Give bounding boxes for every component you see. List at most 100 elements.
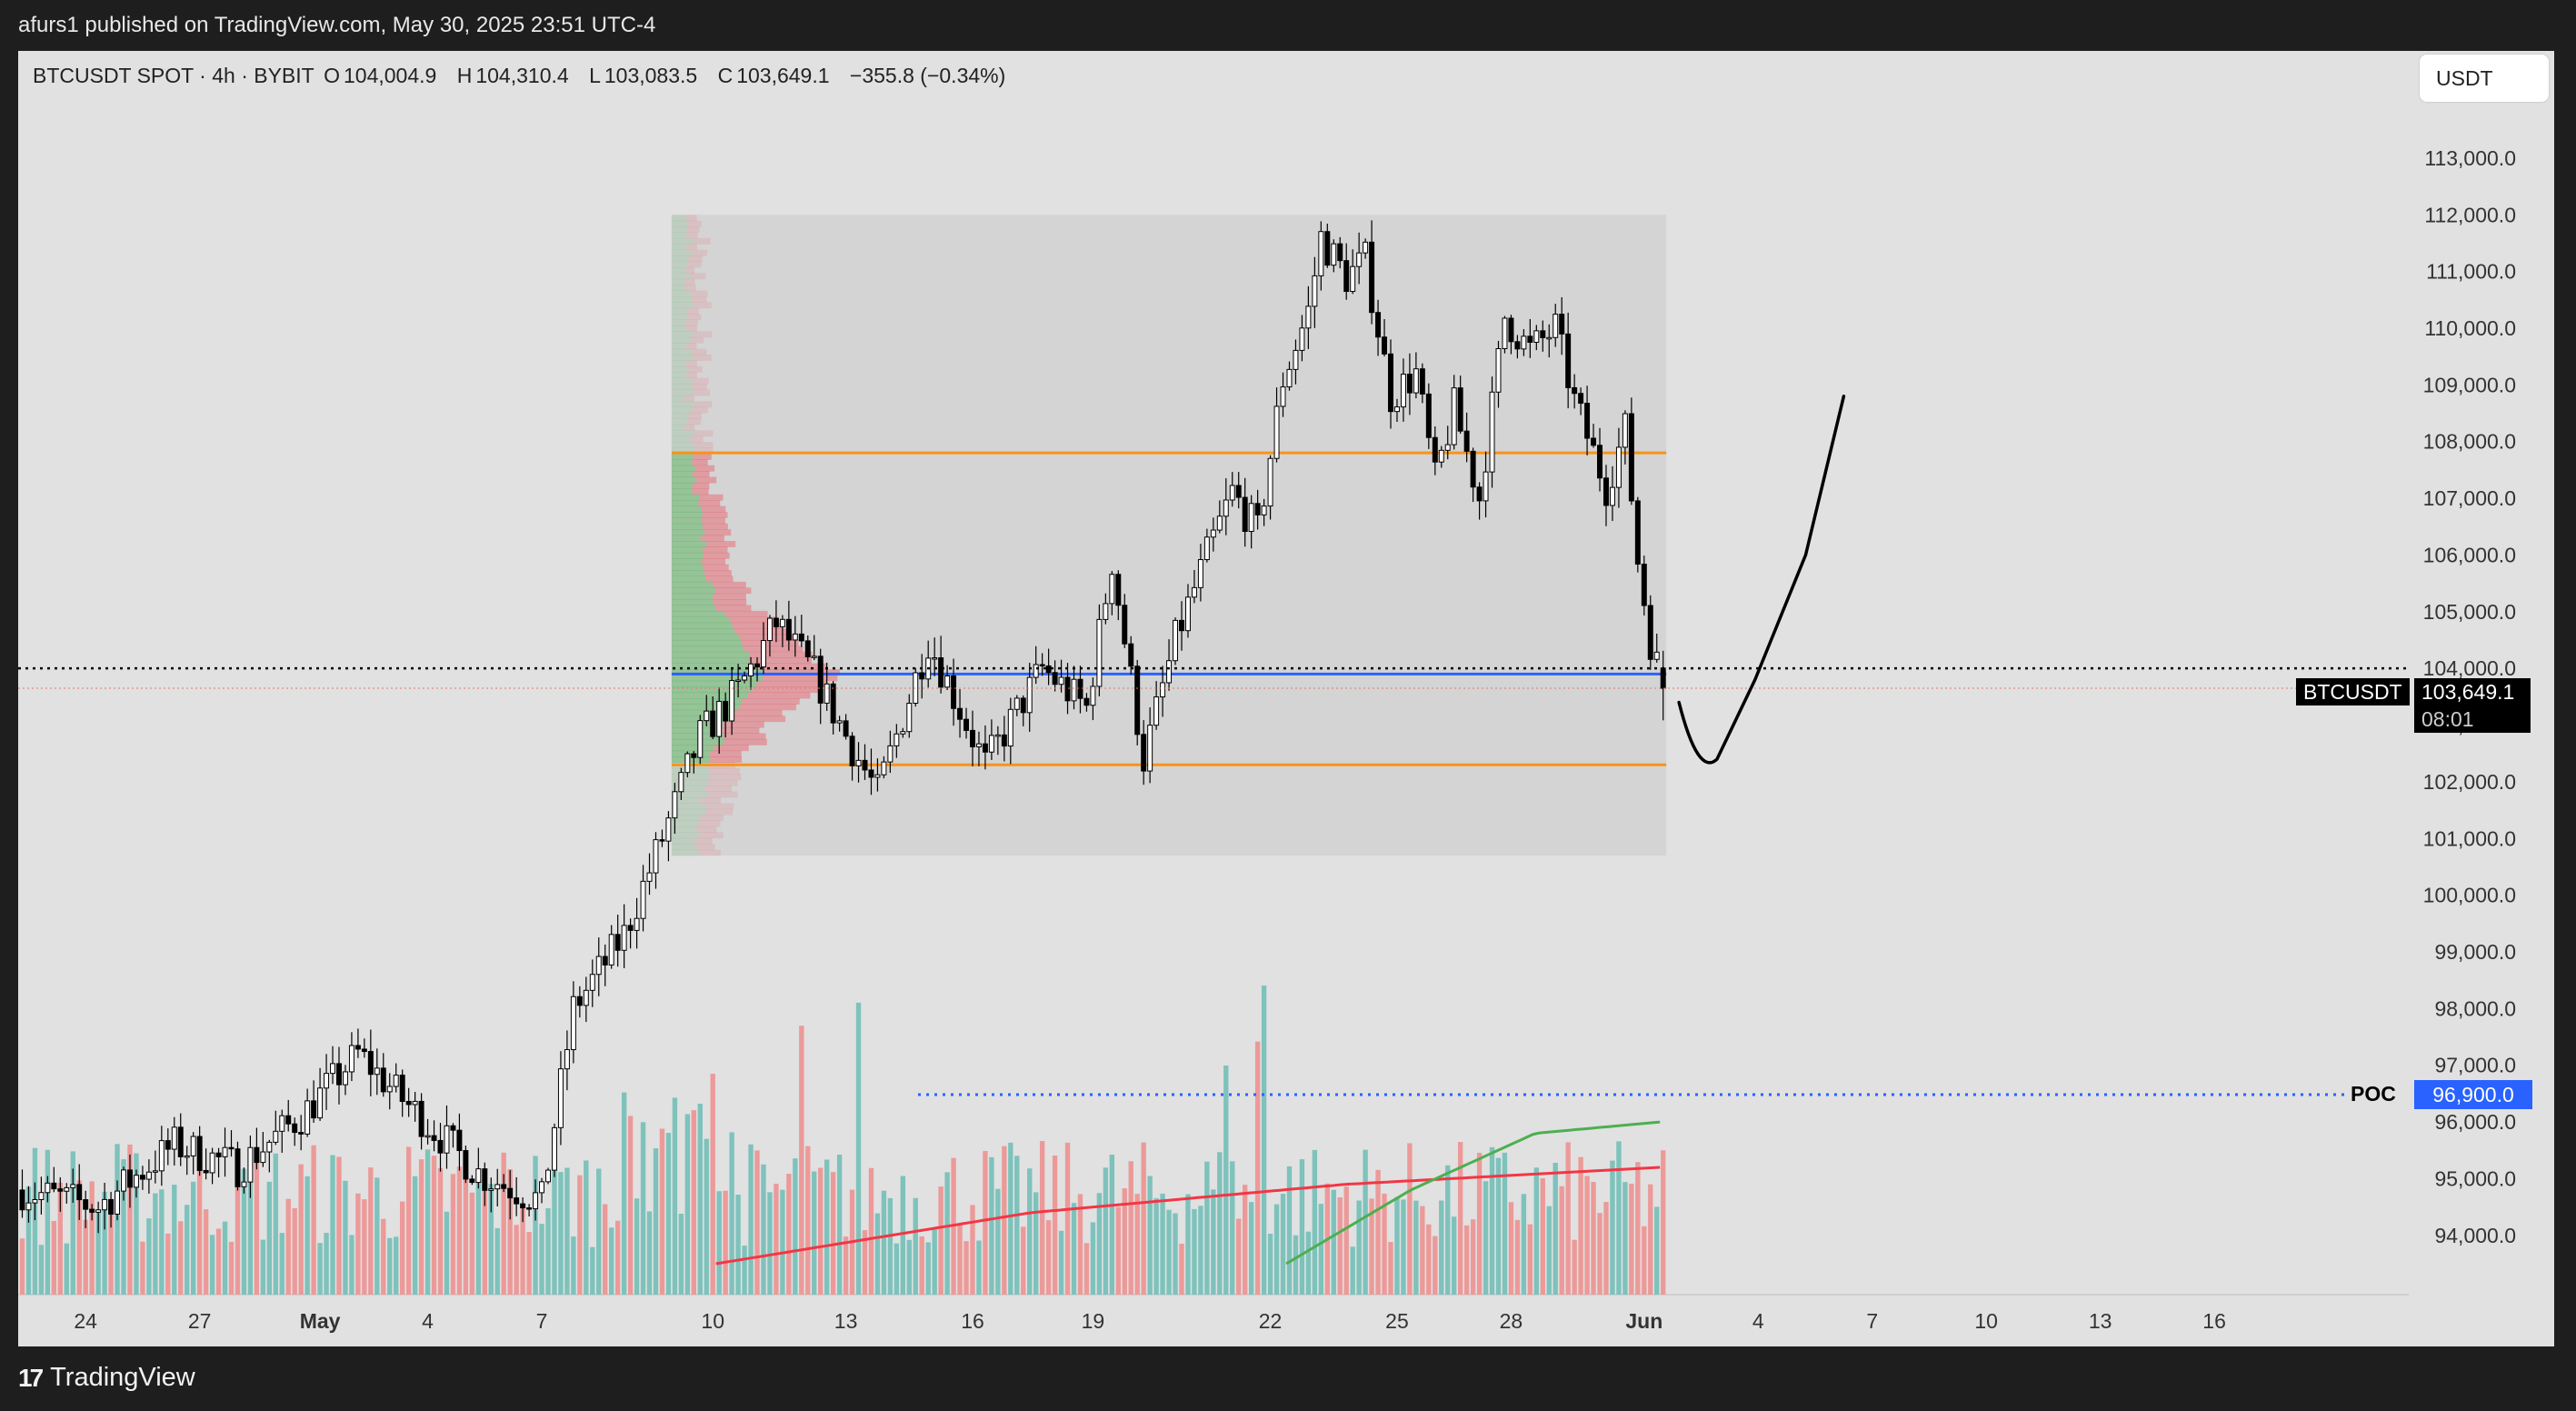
candle-body[interactable] bbox=[292, 1123, 298, 1134]
candle-body[interactable] bbox=[526, 1207, 533, 1210]
candle-body[interactable] bbox=[1203, 536, 1210, 561]
candle-body[interactable] bbox=[165, 1140, 171, 1150]
candle-body[interactable] bbox=[1134, 665, 1141, 736]
candle-body[interactable] bbox=[1026, 676, 1033, 714]
candle-body[interactable] bbox=[1013, 697, 1020, 710]
candle-body[interactable] bbox=[520, 1203, 526, 1209]
candle-body[interactable] bbox=[862, 759, 868, 771]
candle-body[interactable] bbox=[1375, 312, 1382, 338]
candle-body[interactable] bbox=[919, 672, 925, 680]
candle-body[interactable] bbox=[1179, 619, 1184, 632]
candle-body[interactable] bbox=[1071, 678, 1077, 702]
candle-body[interactable] bbox=[1166, 660, 1173, 684]
candle-body[interactable] bbox=[874, 774, 881, 778]
candle-body[interactable] bbox=[374, 1067, 380, 1076]
candle-body[interactable] bbox=[70, 1184, 76, 1188]
candle-body[interactable] bbox=[273, 1130, 279, 1143]
candle-body[interactable] bbox=[1489, 391, 1495, 473]
candle-body[interactable] bbox=[45, 1182, 51, 1194]
candle-body[interactable] bbox=[324, 1073, 330, 1089]
candle-body[interactable] bbox=[634, 917, 640, 931]
candle-body[interactable] bbox=[849, 736, 855, 766]
candle-body[interactable] bbox=[1141, 734, 1147, 772]
candle-body[interactable] bbox=[704, 710, 710, 722]
candle-body[interactable] bbox=[798, 633, 804, 642]
candle-body[interactable] bbox=[1242, 496, 1248, 533]
candle-body[interactable] bbox=[228, 1146, 235, 1150]
candle-body[interactable] bbox=[1438, 449, 1444, 463]
candle-body[interactable] bbox=[1286, 368, 1293, 388]
currency-button[interactable]: USDT bbox=[2420, 55, 2549, 102]
candle-body[interactable] bbox=[95, 1209, 102, 1213]
candle-body[interactable] bbox=[545, 1169, 551, 1183]
candle-body[interactable] bbox=[1312, 275, 1318, 307]
candle-body[interactable] bbox=[887, 745, 894, 763]
candle-body[interactable] bbox=[494, 1184, 501, 1190]
candle-body[interactable] bbox=[1369, 241, 1375, 314]
candle-body[interactable] bbox=[412, 1100, 418, 1106]
candle-body[interactable] bbox=[1559, 314, 1565, 335]
candle-body[interactable] bbox=[456, 1129, 463, 1152]
candle-body[interactable] bbox=[970, 729, 975, 747]
candle-body[interactable] bbox=[1634, 500, 1641, 565]
candle-body[interactable] bbox=[89, 1208, 95, 1213]
candle-body[interactable] bbox=[1457, 387, 1463, 432]
candle-body[interactable] bbox=[1109, 574, 1115, 605]
candle-body[interactable] bbox=[1584, 403, 1591, 439]
candle-body[interactable] bbox=[811, 655, 817, 658]
candle-body[interactable] bbox=[627, 925, 634, 931]
candle-body[interactable] bbox=[1388, 353, 1393, 413]
candle-body[interactable] bbox=[716, 700, 723, 737]
candle-body[interactable] bbox=[1077, 678, 1083, 699]
candle-body[interactable] bbox=[171, 1126, 177, 1150]
candle-body[interactable] bbox=[1406, 374, 1413, 394]
candle-body[interactable] bbox=[1248, 503, 1254, 533]
candle-body[interactable] bbox=[932, 656, 938, 660]
candle-body[interactable] bbox=[653, 839, 659, 874]
candle-body[interactable] bbox=[514, 1197, 520, 1205]
candle-body[interactable] bbox=[551, 1126, 557, 1171]
candle-body[interactable] bbox=[424, 1135, 431, 1138]
candle-body[interactable] bbox=[804, 640, 811, 657]
candle-body[interactable] bbox=[817, 655, 824, 704]
candle-body[interactable] bbox=[1615, 446, 1622, 488]
candle-body[interactable] bbox=[951, 675, 957, 709]
candle-body[interactable] bbox=[348, 1045, 354, 1073]
candle-body[interactable] bbox=[1261, 505, 1267, 515]
candle-body[interactable] bbox=[1546, 336, 1553, 340]
candle-body[interactable] bbox=[900, 731, 906, 735]
candle-body[interactable] bbox=[1267, 457, 1273, 507]
candle-body[interactable] bbox=[367, 1051, 374, 1076]
candle-body[interactable] bbox=[1147, 725, 1153, 772]
candle-body[interactable] bbox=[1495, 348, 1502, 393]
candle-body[interactable] bbox=[1350, 265, 1356, 293]
candle-body[interactable] bbox=[108, 1198, 115, 1215]
candle-body[interactable] bbox=[1425, 393, 1432, 438]
candle-body[interactable] bbox=[1223, 499, 1229, 517]
candle-body[interactable] bbox=[1553, 314, 1559, 338]
candle-body[interactable] bbox=[944, 675, 951, 688]
candle-body[interactable] bbox=[1514, 341, 1521, 350]
candle-body[interactable] bbox=[126, 1169, 133, 1188]
candle-body[interactable] bbox=[1210, 529, 1216, 538]
candle-body[interactable] bbox=[1305, 305, 1312, 329]
candle-body[interactable] bbox=[1382, 336, 1388, 355]
candle-body[interactable] bbox=[957, 707, 964, 720]
candle-body[interactable] bbox=[450, 1125, 456, 1131]
candle-body[interactable] bbox=[539, 1181, 545, 1194]
candle-body[interactable] bbox=[589, 974, 595, 991]
candle-body[interactable] bbox=[354, 1045, 361, 1050]
candle-body[interactable] bbox=[1419, 368, 1425, 395]
candle-body[interactable] bbox=[678, 772, 684, 793]
candle-body[interactable] bbox=[1653, 651, 1660, 660]
candle-body[interactable] bbox=[1293, 349, 1299, 370]
candle-body[interactable] bbox=[209, 1152, 215, 1174]
candle-body[interactable] bbox=[659, 839, 665, 842]
candle-body[interactable] bbox=[735, 679, 742, 683]
candle-body[interactable] bbox=[405, 1100, 412, 1106]
candle-body[interactable] bbox=[25, 1202, 32, 1211]
candle-body[interactable] bbox=[785, 618, 792, 641]
candle-body[interactable] bbox=[557, 1068, 564, 1128]
candle-body[interactable] bbox=[177, 1126, 184, 1157]
candle-body[interactable] bbox=[1400, 374, 1406, 408]
